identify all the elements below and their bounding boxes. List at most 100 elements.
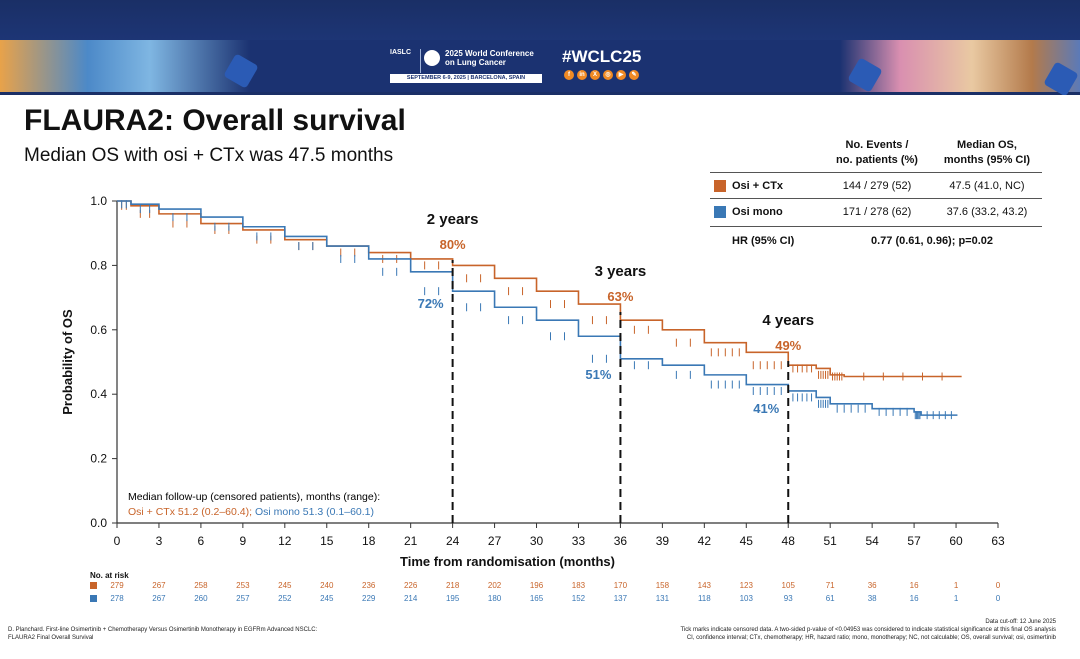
risk-osi-mono-value: 214: [404, 594, 418, 603]
x-tick-label: 51: [824, 534, 838, 548]
footnote-ticks: Tick marks indicate censored data. A two…: [680, 627, 1056, 633]
y-tick-label: 0.4: [90, 387, 107, 401]
y-tick-label: 0.8: [90, 258, 107, 272]
risk-osi-ctx-value: 279: [110, 581, 124, 590]
risk-osi-ctx-value: 0: [996, 581, 1001, 590]
citation: D. Planchard. First-line Osimertinib + C…: [8, 626, 428, 642]
conference-name-line2: on Lung Cancer: [445, 58, 506, 67]
risk-osi-ctx-value: 240: [320, 581, 334, 590]
risk-osi-mono-value: 278: [110, 594, 124, 603]
risk-osi-mono-value: 180: [488, 594, 502, 603]
osi-ctx-label: Osi + CTx: [732, 180, 784, 192]
x-icon[interactable]: X: [590, 70, 600, 80]
risk-osi-mono-value: 103: [740, 594, 754, 603]
x-tick-label: 24: [446, 534, 460, 548]
x-tick-label: 45: [740, 534, 754, 548]
x-tick-label: 36: [614, 534, 628, 548]
x-tick-label: 21: [404, 534, 418, 548]
risk-osi-mono-value: 245: [320, 594, 334, 603]
youtube-icon[interactable]: ▶: [616, 70, 626, 80]
risk-osi-ctx-value: 143: [698, 581, 712, 590]
x-tick-label: 48: [782, 534, 796, 548]
risk-osi-ctx-value: 16: [910, 581, 919, 590]
risk-osi-mono-value: 165: [530, 594, 544, 603]
landmark-label: 4 years: [762, 312, 814, 329]
risk-osi-ctx-value: 71: [826, 581, 835, 590]
risk-osi-ctx-swatch: [90, 582, 97, 589]
risk-osi-ctx-value: 202: [488, 581, 502, 590]
risk-osi-ctx-value: 226: [404, 581, 418, 590]
osi-mono-swatch: [714, 206, 726, 218]
linkedin-icon[interactable]: in: [577, 70, 587, 80]
median-header-line2: months (95% CI): [943, 154, 1031, 166]
risk-osi-mono-value: 257: [236, 594, 250, 603]
facebook-icon[interactable]: f: [564, 70, 574, 80]
risk-osi-ctx-value: 36: [868, 581, 877, 590]
risk-osi-mono-value: 118: [698, 594, 711, 603]
risk-osi-mono-value: 131: [656, 594, 670, 603]
x-tick-label: 63: [991, 534, 1005, 548]
iaslc-logo: IASLC: [390, 49, 421, 73]
conference-logo: IASLC 2025 World Conference on Lung Canc…: [390, 47, 550, 85]
podcast-icon[interactable]: ✎: [629, 70, 639, 80]
conference-name: 2025 World Conference on Lung Cancer: [445, 49, 555, 67]
risk-osi-mono-value: 229: [362, 594, 376, 603]
x-tick-label: 42: [698, 534, 712, 548]
risk-osi-mono-value: 252: [278, 594, 292, 603]
slide-subtitle: Median OS with osi + CTx was 47.5 months: [24, 145, 394, 166]
risk-osi-ctx-value: 123: [740, 581, 754, 590]
follow-up-osi-mono: Osi mono 51.3 (0.1–60.1): [254, 506, 375, 518]
conference-banner: IASLC 2025 World Conference on Lung Canc…: [0, 0, 1080, 95]
x-tick-label: 15: [320, 534, 334, 548]
osi-mono-landmark-value: 41%: [753, 401, 779, 416]
y-tick-label: 0.2: [90, 452, 107, 466]
risk-osi-mono-value: 137: [614, 594, 628, 603]
osi-ctx-landmark-value: 49%: [775, 338, 801, 353]
osi-mono-curve: [117, 200, 958, 416]
risk-table-title: No. at risk: [90, 571, 129, 580]
events-header-line1: No. Events /: [845, 139, 909, 151]
instagram-icon[interactable]: ◎: [603, 70, 613, 80]
conference-name-line1: 2025 World Conference: [445, 49, 534, 58]
risk-osi-mono-value: 267: [152, 594, 166, 603]
risk-osi-mono-value: 195: [446, 594, 460, 603]
globe-icon: [424, 50, 440, 66]
x-tick-label: 9: [240, 534, 247, 548]
risk-osi-ctx-value: 196: [530, 581, 544, 590]
x-tick-label: 33: [572, 534, 586, 548]
landmark-label: 2 years: [427, 211, 479, 228]
risk-osi-ctx-value: 253: [236, 581, 250, 590]
risk-osi-ctx-value: 236: [362, 581, 376, 590]
x-tick-label: 12: [278, 534, 292, 548]
risk-osi-ctx-value: 158: [656, 581, 670, 590]
society-name: IASLC: [390, 49, 411, 56]
barcelona-left-image: [0, 40, 250, 92]
osi-mono-landmark-value: 72%: [418, 296, 444, 311]
risk-osi-mono-value: 61: [826, 594, 835, 603]
x-tick-label: 60: [949, 534, 963, 548]
osi-ctx-median: 47.5 (41.0, NC): [949, 180, 1025, 192]
risk-osi-mono-value: 1: [954, 594, 959, 603]
citation-line1: D. Planchard. First-line Osimertinib + C…: [8, 627, 318, 633]
osi-ctx-landmark-value: 63%: [607, 289, 633, 304]
osi-ctx-landmark-value: 80%: [440, 237, 466, 252]
y-tick-label: 0.6: [90, 323, 107, 337]
x-tick-label: 6: [198, 534, 205, 548]
citation-line2: FLAURA2 Final Overall Survival: [8, 635, 94, 641]
data-cutoff: Data cut-off: 12 June 2025: [985, 619, 1056, 625]
x-tick-label: 54: [865, 534, 879, 548]
x-tick-label: 57: [907, 534, 921, 548]
x-tick-label: 18: [362, 534, 376, 548]
x-axis-title: Time from randomisation (months): [400, 554, 615, 569]
follow-up-note: Median follow-up (censored patients), mo…: [128, 490, 380, 520]
y-tick-label: 1.0: [90, 194, 107, 208]
barcelona-right-image: [840, 40, 1080, 92]
risk-osi-mono-value: 38: [868, 594, 877, 603]
risk-osi-ctx-value: 105: [782, 581, 796, 590]
risk-osi-ctx-value: 245: [278, 581, 292, 590]
risk-osi-ctx-value: 170: [614, 581, 628, 590]
median-header-line1: Median OS,: [957, 139, 1017, 151]
osi-ctx-swatch: [714, 180, 726, 192]
events-column-header: No. Events / no. patients (%): [822, 138, 932, 168]
